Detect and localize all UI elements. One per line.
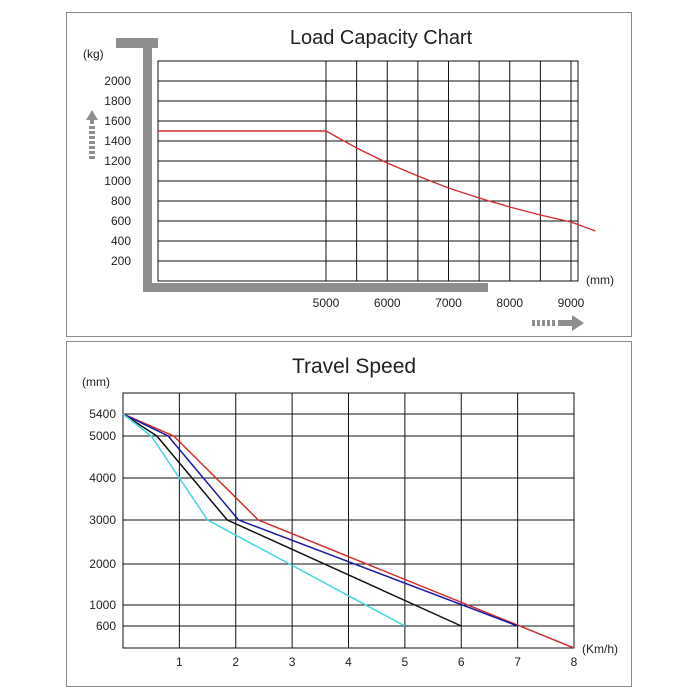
y-axis-up-arrow-icon xyxy=(86,110,98,159)
speed-series-line-1 xyxy=(122,413,575,649)
load-chart-y-tick: 600 xyxy=(111,214,131,228)
speed-chart-y-unit: (mm) xyxy=(82,375,110,389)
load-chart-y-unit: (kg) xyxy=(83,47,104,61)
speed-chart-x-tick: 5 xyxy=(402,655,409,669)
x-axis-right-arrow-icon xyxy=(532,315,584,331)
load-chart-frame xyxy=(157,60,579,282)
speed-chart-x-tick: 4 xyxy=(345,655,352,669)
speed-chart-grid xyxy=(122,392,575,649)
load-chart-y-tick: 1600 xyxy=(104,114,131,128)
load-capacity-panel xyxy=(66,12,632,337)
speed-chart-x-unit: (Km/h) xyxy=(582,642,618,656)
load-chart-x-tick: 7000 xyxy=(435,296,462,310)
speed-series-line-2 xyxy=(122,413,518,627)
load-chart-y-tick: 1400 xyxy=(104,134,131,148)
load-chart-y-tick: 1000 xyxy=(104,174,131,188)
speed-chart-y-tick: 4000 xyxy=(89,471,116,485)
load-chart-x-unit: (mm) xyxy=(586,273,614,287)
speed-chart-x-tick: 8 xyxy=(571,655,578,669)
load-chart-grid xyxy=(157,60,579,282)
forklift-mast-silhouette xyxy=(116,38,488,292)
load-capacity-line xyxy=(158,130,596,232)
load-chart-y-tick: 1800 xyxy=(104,94,131,108)
load-chart-x-tick: 5000 xyxy=(313,296,340,310)
speed-chart-x-tick: 3 xyxy=(289,655,296,669)
speed-chart-x-tick: 6 xyxy=(458,655,465,669)
load-chart-y-tick: 400 xyxy=(111,234,131,248)
speed-chart-y-tick: 2000 xyxy=(89,557,116,571)
load-chart-y-tick: 800 xyxy=(111,194,131,208)
speed-series-line-4 xyxy=(122,413,406,627)
load-chart-x-tick: 8000 xyxy=(496,296,523,310)
speed-chart-y-tick: 3000 xyxy=(89,513,116,527)
speed-chart-x-tick: 2 xyxy=(232,655,239,669)
speed-chart-y-tick: 1000 xyxy=(89,598,116,612)
load-chart-title: Load Capacity Chart xyxy=(290,27,473,49)
speed-chart-y-tick: 600 xyxy=(96,619,116,633)
load-chart-y-tick: 200 xyxy=(111,254,131,268)
load-chart-x-tick: 9000 xyxy=(558,296,585,310)
speed-series-line-3 xyxy=(122,413,462,627)
speed-chart-x-tick: 1 xyxy=(176,655,183,669)
load-chart-y-tick: 1200 xyxy=(104,154,131,168)
speed-chart-title: Travel Speed xyxy=(292,355,416,378)
load-chart-y-tick: 2000 xyxy=(104,74,131,88)
load-chart-x-tick: 6000 xyxy=(374,296,401,310)
speed-chart-y-tick: 5000 xyxy=(89,429,116,443)
speed-chart-x-tick: 7 xyxy=(514,655,521,669)
speed-chart-y-tick: 5400 xyxy=(89,407,116,421)
